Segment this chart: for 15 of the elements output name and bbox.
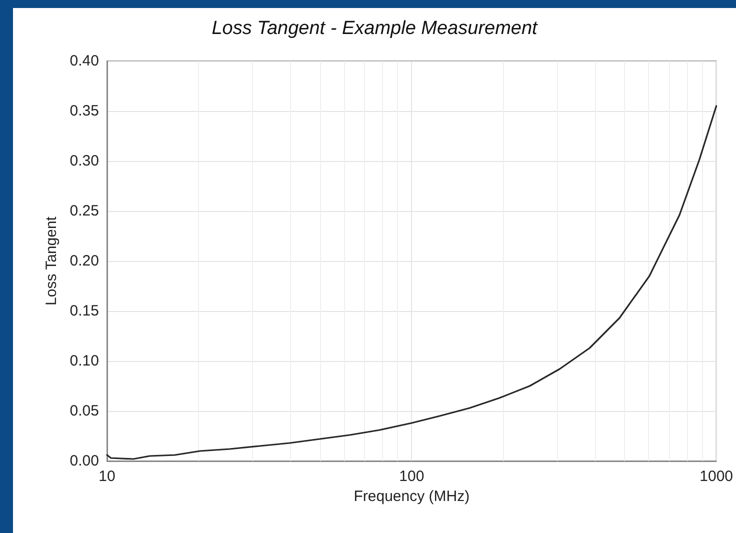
y-tick-label: 0.05 bbox=[70, 402, 99, 420]
y-tick-label: 0.20 bbox=[70, 252, 99, 270]
y-tick-label: 0.30 bbox=[70, 152, 99, 170]
y-tick-label: 0.10 bbox=[70, 352, 99, 370]
x-tick-label: 10 bbox=[98, 468, 116, 485]
x-tick-label: 100 bbox=[399, 468, 424, 485]
x-tick-label: 1000 bbox=[700, 468, 734, 485]
y-axis-title: Loss Tangent bbox=[42, 216, 60, 306]
y-tick-label: 0.00 bbox=[70, 452, 99, 470]
chart-title: Loss Tangent - Example Measurement bbox=[212, 18, 538, 39]
y-tick-label: 0.40 bbox=[70, 52, 99, 70]
y-tick-label: 0.25 bbox=[70, 202, 99, 220]
x-axis-title: Frequency (MHz) bbox=[354, 488, 470, 505]
y-tick-label: 0.35 bbox=[70, 102, 99, 120]
y-tick-label: 0.15 bbox=[70, 302, 99, 320]
